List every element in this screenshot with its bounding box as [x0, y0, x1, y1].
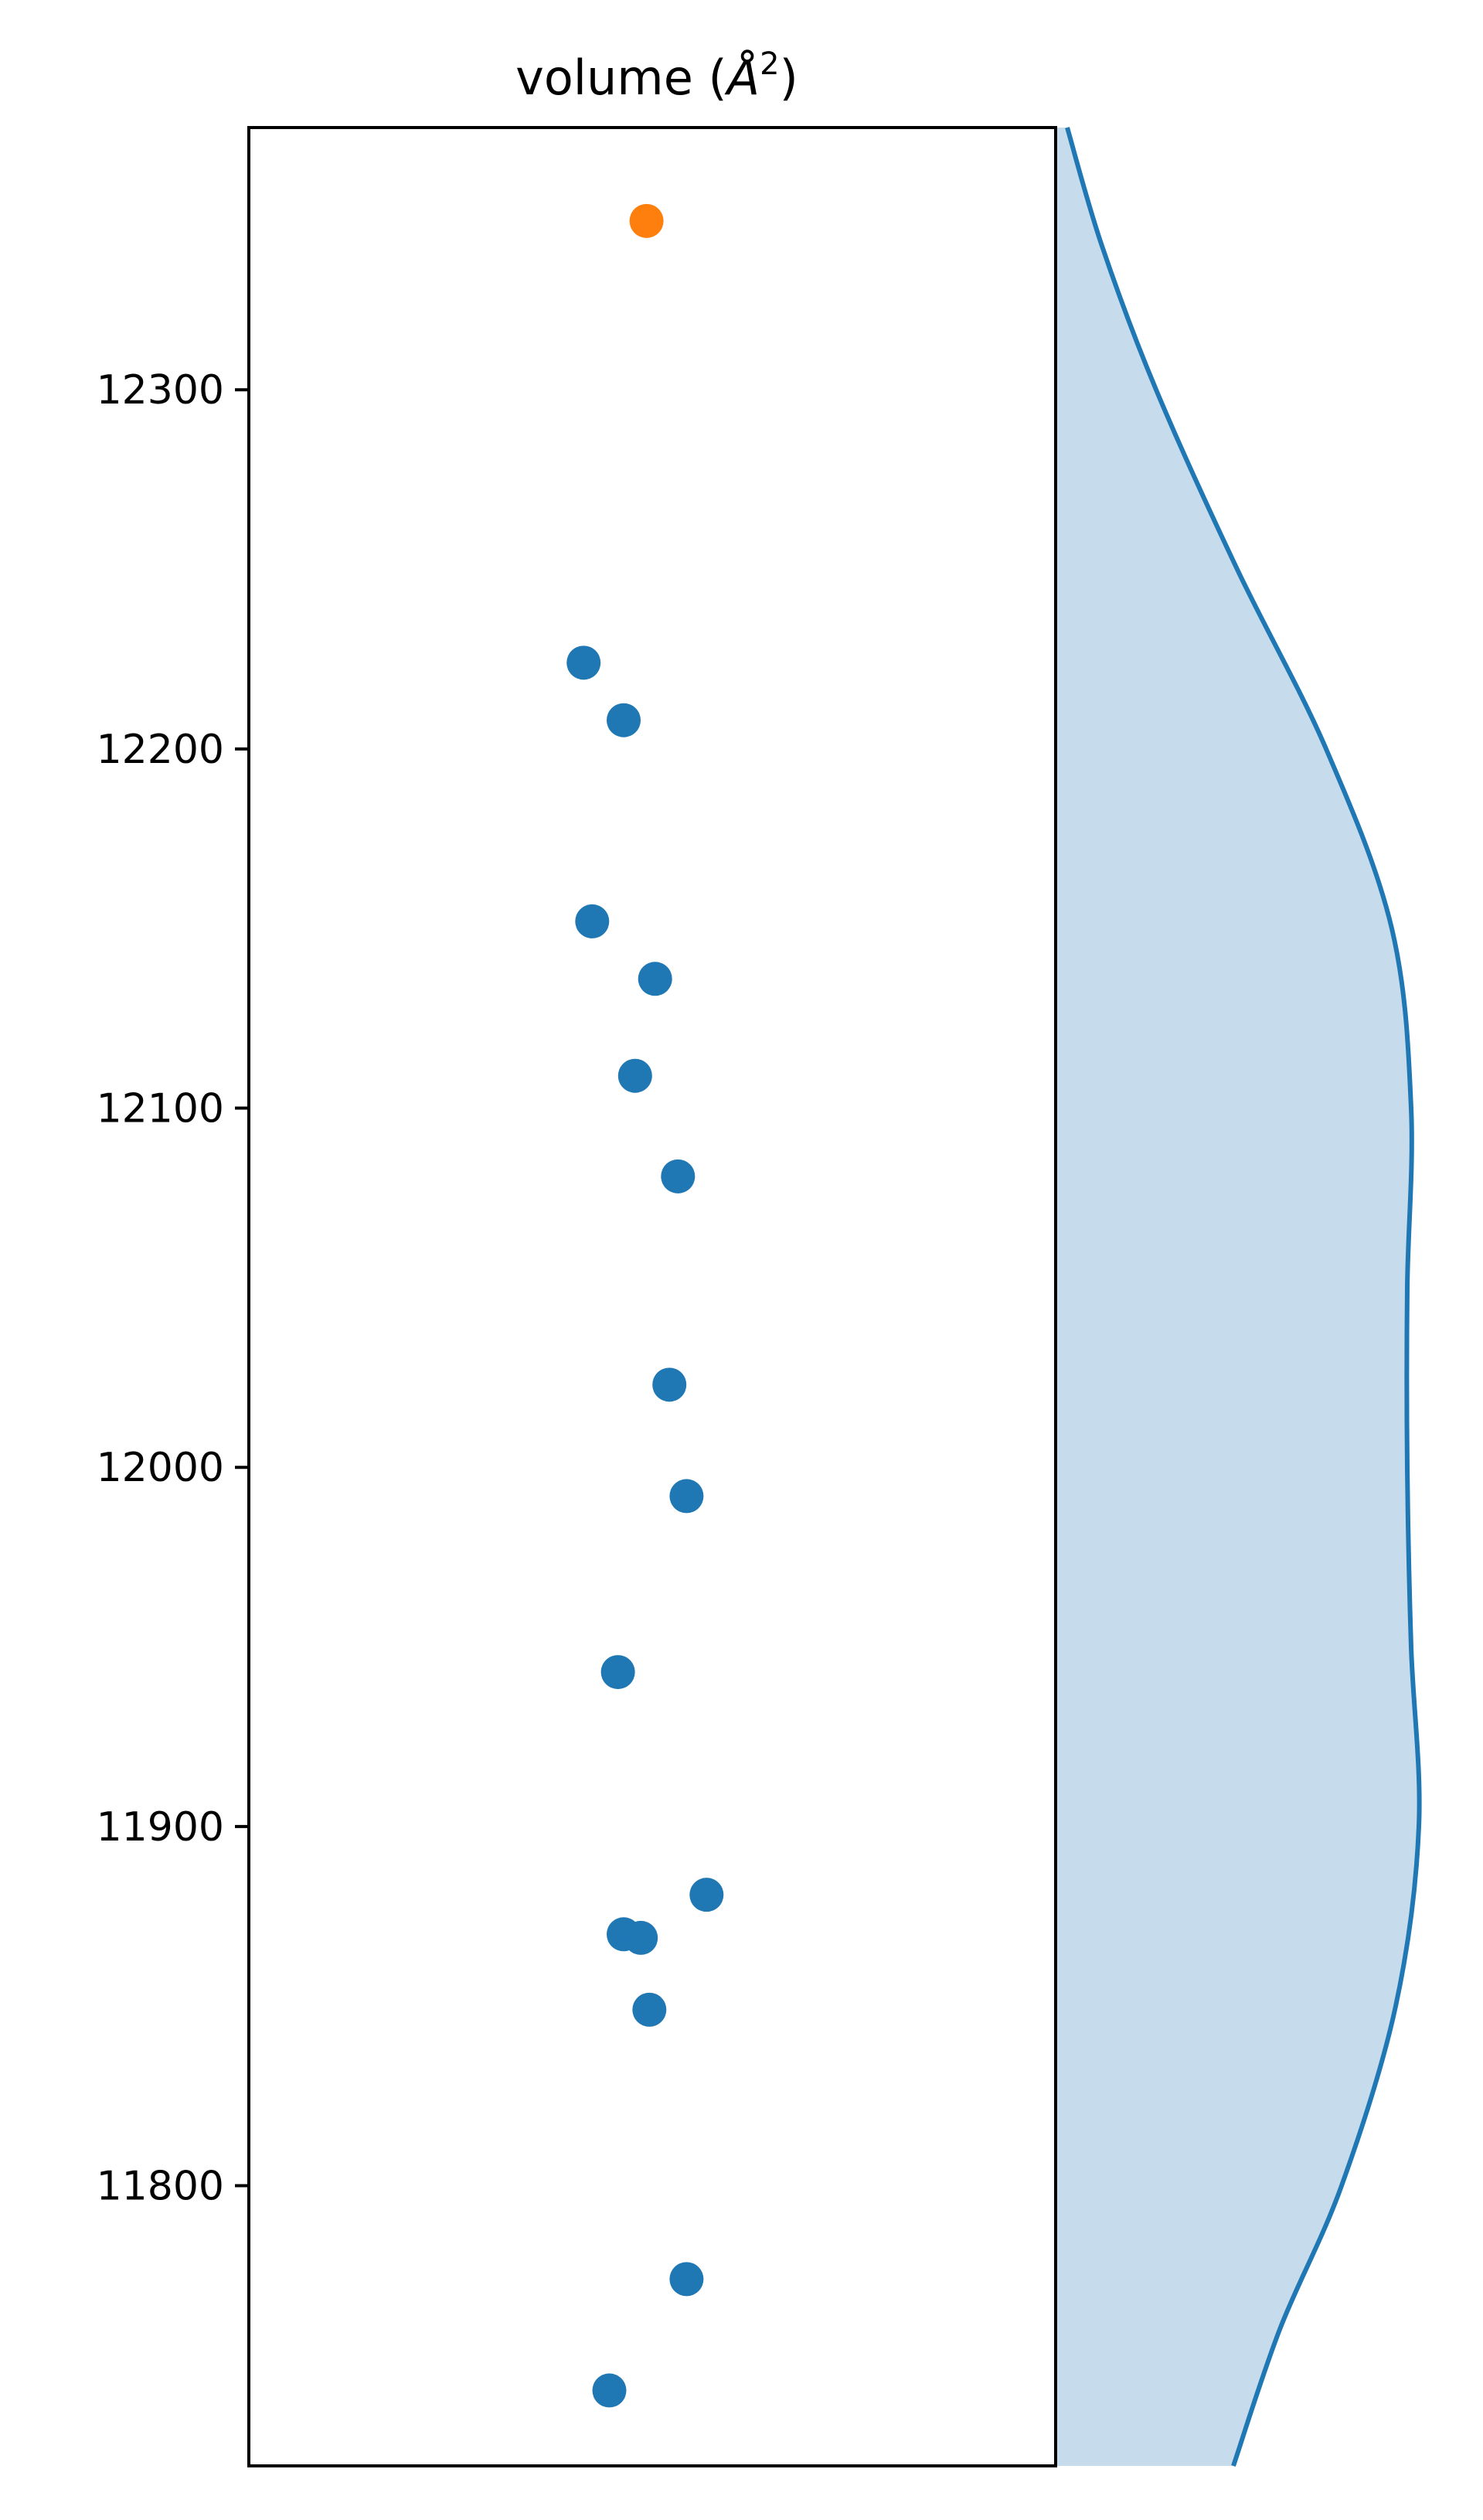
chart-title-suffix: ) — [780, 49, 798, 106]
chart-title-prefix: volume ( — [515, 49, 727, 106]
scatter-point — [661, 1159, 696, 1194]
density-line — [1065, 127, 1422, 2467]
scatter-point — [669, 2262, 704, 2297]
chart-title: volume (Å2) — [515, 46, 798, 106]
y-tick-label: 12100 — [97, 1086, 224, 1132]
scatter-point — [624, 1920, 658, 1955]
scatter-point — [566, 645, 601, 680]
scatter-points — [566, 203, 724, 2408]
chart-title-exponent: 2 — [760, 46, 779, 82]
scatter-point — [638, 962, 672, 996]
scatter-point — [689, 1878, 724, 1912]
scatter-point — [607, 703, 641, 737]
y-tick-label: 12000 — [97, 1445, 224, 1491]
y-tick-label: 12200 — [97, 727, 224, 773]
density-plot — [1056, 127, 1422, 2467]
y-axis: 11800 11900 12000 12100 12200 12300 — [97, 367, 249, 2210]
plot-frame — [247, 126, 1057, 2467]
chart-title-unit: Å — [724, 49, 760, 106]
scatter-point — [617, 1058, 652, 1093]
density-area — [1056, 128, 1420, 2466]
y-tick-label: 11900 — [97, 1804, 224, 1851]
y-tick-label: 12300 — [97, 367, 224, 414]
scatter-point — [652, 1367, 687, 1402]
scatter-point — [592, 2373, 627, 2408]
scatter-point — [575, 904, 610, 938]
scatter-point — [600, 1655, 635, 1690]
y-tick-label: 11800 — [97, 2164, 224, 2210]
scatter-point — [669, 1479, 704, 1514]
scatter-point-highlight — [629, 203, 664, 238]
scatter-point — [632, 1992, 667, 2027]
